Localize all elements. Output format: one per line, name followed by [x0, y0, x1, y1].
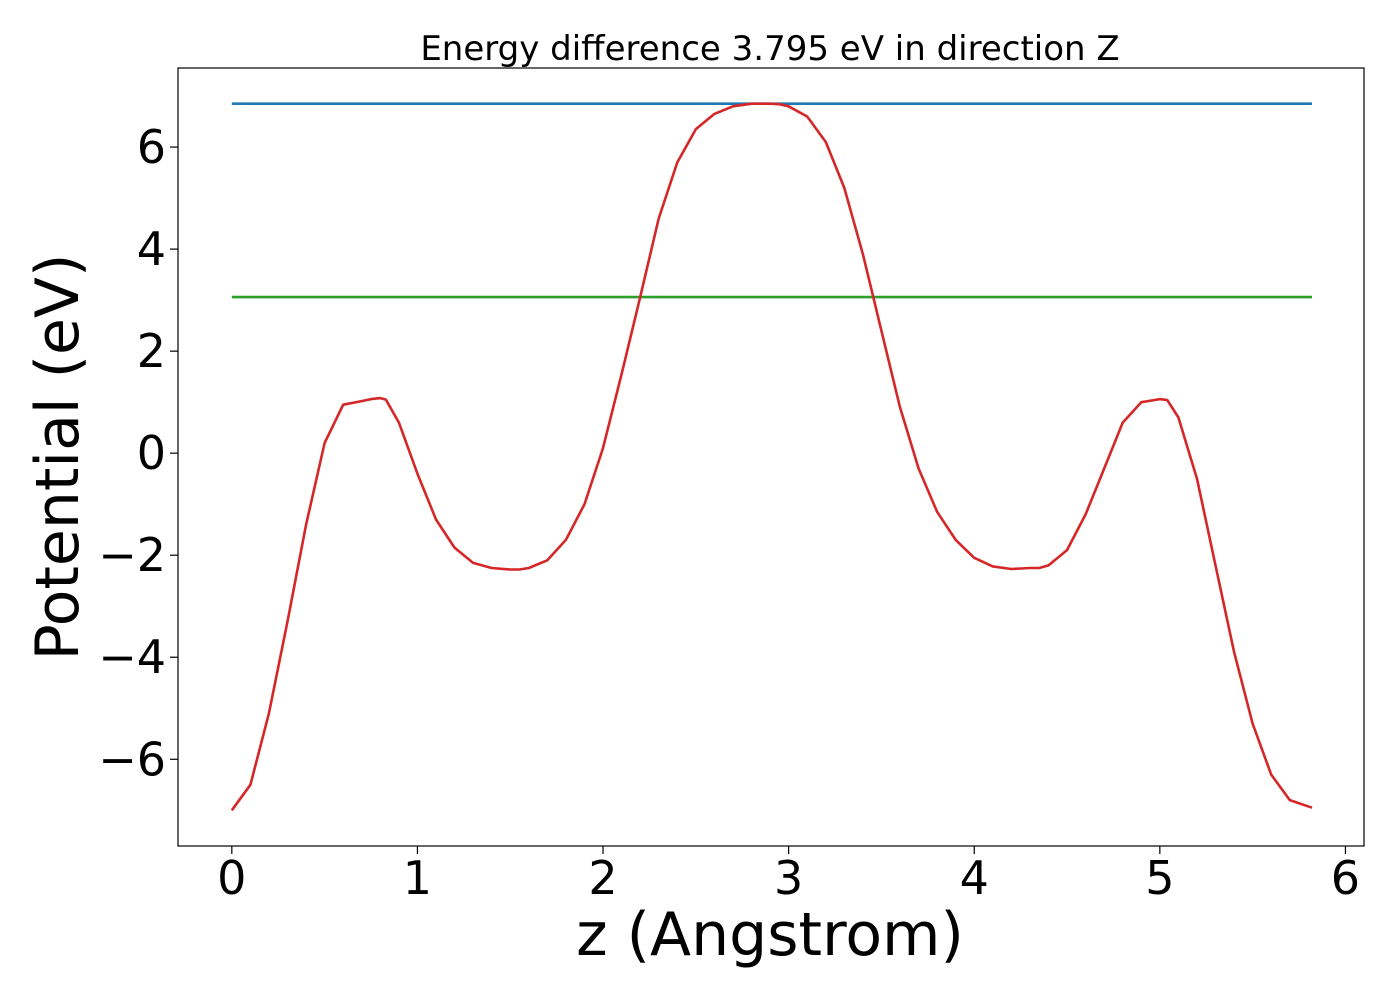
x-tick-label: 5: [1145, 851, 1174, 905]
y-axis: −6 −4 −2 0 2 4 6: [98, 120, 178, 786]
y-tick-label: −6: [98, 732, 166, 786]
x-tick-label: 0: [217, 851, 246, 905]
axes-frame: [177, 67, 1365, 847]
x-axis-label: z (Angstrom): [576, 900, 964, 970]
y-axis-label: Potential (eV): [23, 254, 93, 661]
chart-title: Energy difference 3.795 eV in direction …: [420, 29, 1119, 69]
plot-area: [230, 102, 1313, 812]
potential-curve: [230, 102, 1313, 812]
y-tick-label: −4: [98, 630, 166, 684]
y-tick-label: 4: [137, 222, 166, 276]
y-tick-label: 2: [137, 324, 166, 378]
x-axis: 0 1 2 3 4 5 6: [217, 846, 1360, 905]
x-tick-label: 1: [403, 851, 432, 905]
x-tick-label: 4: [960, 851, 989, 905]
x-tick-label: 2: [588, 851, 617, 905]
x-tick-label: 6: [1331, 851, 1360, 905]
x-tick-label: 3: [774, 851, 803, 905]
y-tick-label: −2: [98, 528, 166, 582]
y-tick-label: 0: [137, 426, 166, 480]
y-tick-label: 6: [137, 120, 166, 174]
